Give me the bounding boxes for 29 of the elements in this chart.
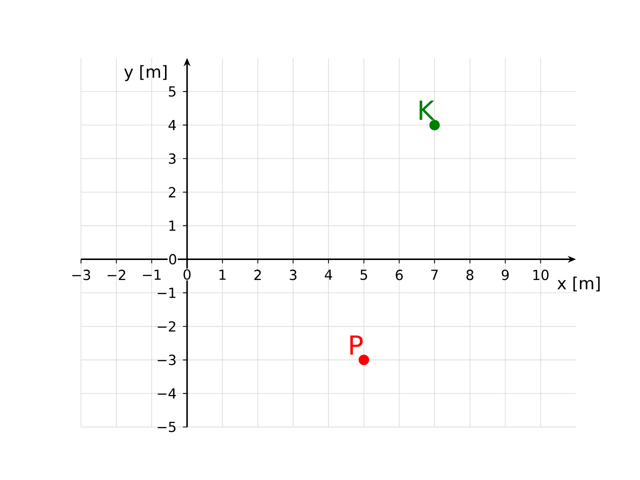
x-tick-label: 10	[533, 270, 549, 280]
x-tick-label: −2	[108, 270, 126, 280]
x-tick-label: −3	[72, 270, 90, 280]
x-tick-label: 8	[466, 270, 474, 280]
y-tick-label: 2	[168, 187, 176, 198]
x-tick-label: 0	[184, 269, 191, 280]
y-tick-label: 3	[168, 153, 176, 164]
y-tick-label: 5	[168, 86, 176, 97]
y-tick-label: −1	[158, 288, 176, 298]
x-tick-label: 9	[502, 270, 509, 280]
y-tick-label: −4	[158, 388, 176, 398]
series-label: P	[350, 335, 363, 355]
x-tick-label: 2	[254, 270, 261, 280]
x-tick-label: 1	[220, 270, 226, 280]
y-tick-label: 1	[169, 220, 176, 231]
x-tick-label: 7	[431, 270, 438, 280]
series-label: K	[420, 100, 435, 120]
y-tick-label: −3	[158, 354, 176, 366]
y-tick-label: −2	[158, 321, 176, 332]
x-tick-label: −1	[142, 270, 161, 280]
x-tick-label: 3	[290, 270, 296, 280]
y-tick-label: 4	[168, 120, 176, 130]
x-tick-label: 4	[324, 270, 332, 280]
y-axis-title: y [m]	[124, 65, 167, 82]
y-tick-label: 0	[169, 254, 176, 265]
x-axis-title: x [m]	[557, 276, 600, 292]
x-tick-label: 5	[360, 270, 368, 280]
y-tick-label: −5	[158, 422, 176, 432]
x-tick-label: 6	[396, 270, 403, 280]
